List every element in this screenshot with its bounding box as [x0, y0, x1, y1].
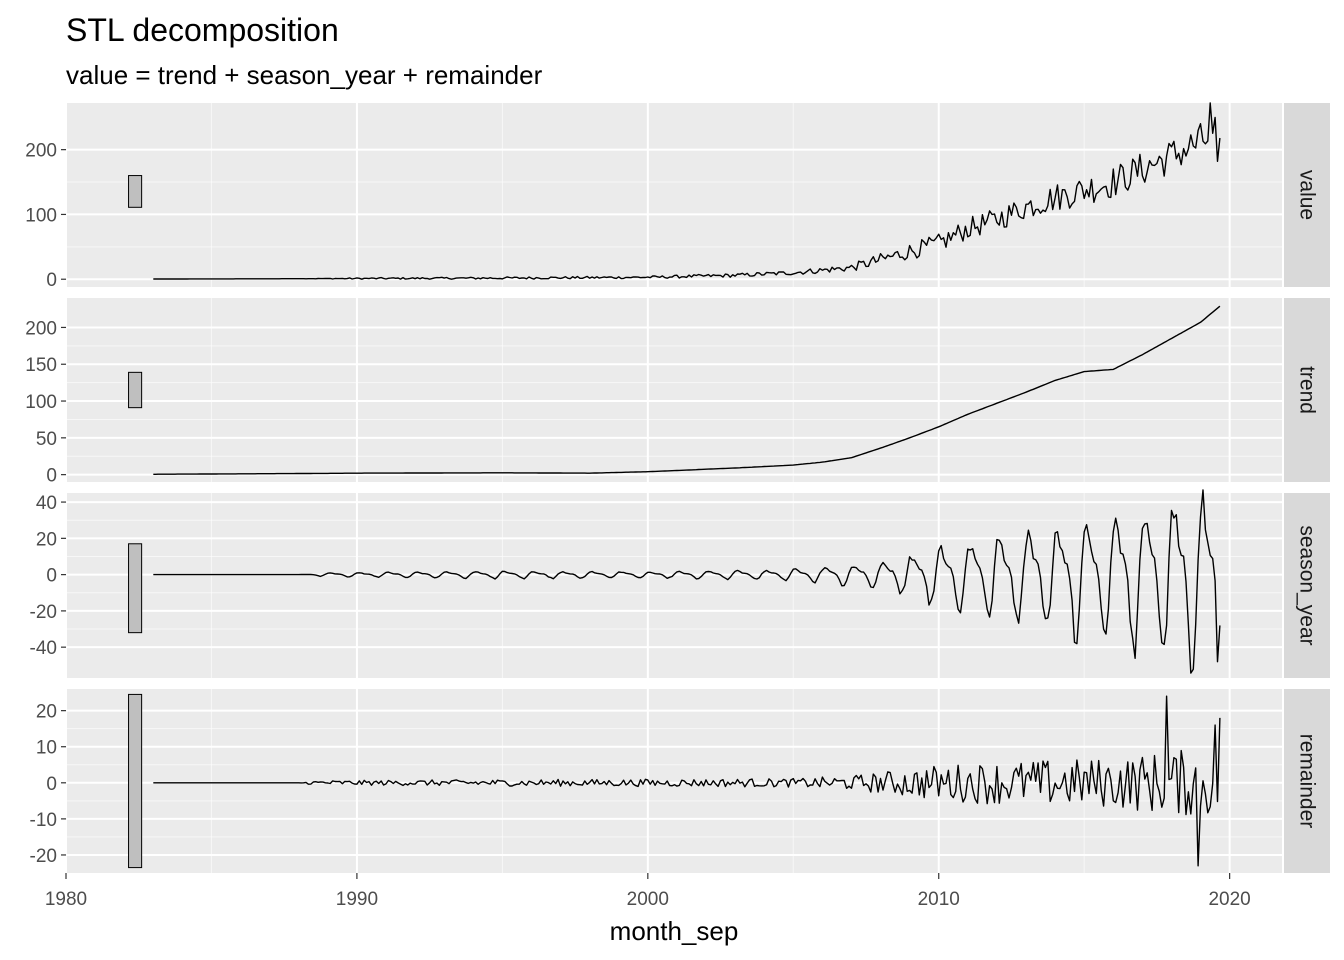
panel-season_year: -40 -20 0 20 40 season_year [30, 489, 1330, 678]
scale-bar [128, 543, 143, 634]
facet-strip-label: season_year [1296, 525, 1319, 645]
panel-background [66, 298, 1282, 482]
y-tick-label: 200 [25, 318, 57, 339]
facet-strip [1284, 689, 1330, 873]
facet-strip-label: value [1296, 170, 1319, 220]
facet-strip [1284, 103, 1330, 287]
y-tick-label: 20 [36, 529, 57, 550]
series-line-trend [153, 305, 1221, 475]
scale-bar [128, 693, 143, 869]
y-tick-label: -20 [30, 602, 57, 623]
panel-background [66, 689, 1282, 873]
scale-bar [128, 175, 143, 208]
panel-remainder: -20 -10 0 10 20 remainder [30, 689, 1330, 873]
y-tick-label: 200 [25, 141, 57, 162]
facet-panels: 0100200value050100150200trend-40-2002040… [25, 102, 1330, 873]
y-tick-label: 20 [36, 702, 57, 723]
panel-value: 0 100 200 value [25, 102, 1330, 291]
y-tick-label: 100 [25, 205, 57, 226]
scale-bar [128, 371, 143, 409]
y-tick-label: 0 [46, 270, 57, 291]
series-line-remainder [153, 695, 1221, 867]
y-tick-label: 100 [25, 392, 57, 413]
y-tick-label: 0 [46, 566, 57, 587]
y-tick-label: 0 [46, 774, 57, 795]
chart-subtitle: value = trend + season_year + remainder [66, 60, 543, 90]
x-axis: 1980 1990 2000 2010 2020 [45, 873, 1251, 910]
facet-strip [1284, 493, 1330, 678]
chart-title: STL decomposition [66, 12, 339, 48]
y-tick-label: 50 [36, 429, 57, 450]
y-tick-label: 0 [46, 466, 57, 487]
facet-strip-label: trend [1296, 366, 1319, 414]
series-line-season_year [153, 489, 1221, 674]
x-tick-label: 2010 [918, 889, 960, 910]
y-tick-label: 40 [36, 493, 57, 514]
x-axis-title: month_sep [610, 916, 739, 946]
facet-strip [1284, 298, 1330, 482]
y-tick-label: -40 [30, 638, 57, 659]
panel-background [66, 103, 1282, 287]
series-line-value [153, 102, 1221, 280]
y-tick-label: -10 [30, 810, 57, 831]
y-tick-label: -20 [30, 846, 57, 867]
panel-trend: 0 50 100 150 200 trend [25, 298, 1330, 487]
x-tick-label: 1990 [336, 889, 378, 910]
x-tick-label: 2000 [627, 889, 669, 910]
x-tick-label: 2020 [1208, 889, 1250, 910]
y-tick-label: 10 [36, 738, 57, 759]
x-tick-label: 1980 [45, 889, 87, 910]
y-tick-label: 150 [25, 355, 57, 376]
facet-strip-label: remainder [1296, 734, 1319, 829]
